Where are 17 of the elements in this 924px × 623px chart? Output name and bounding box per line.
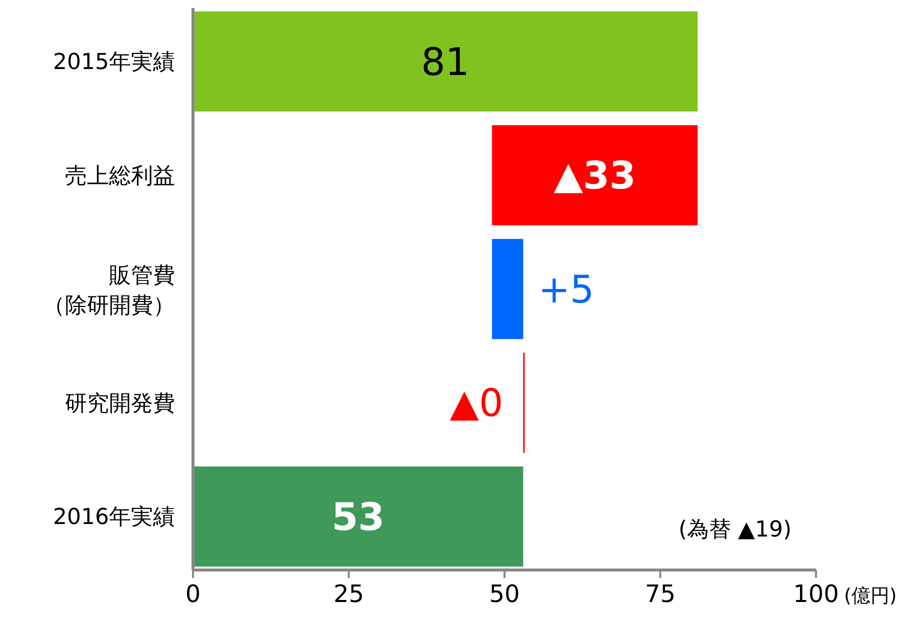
data-label: ▲0 [450,381,504,426]
y-tick-label: 2015年実績 [53,50,175,76]
data-label: ▲33 [554,154,636,198]
data-label: 53 [332,494,385,539]
data-label: +5 [538,267,594,312]
data-label: 81 [421,40,470,84]
x-tick-label: 75 [644,580,676,608]
x-tick-label: 100 [793,580,839,608]
x-tick-label: 50 [489,580,520,608]
y-tick-label: 研究開発費 [65,391,175,416]
y-tick-label: 販管費（除研開費） [43,264,175,319]
x-axis-title: (億円) [844,585,897,607]
y-tick-label: 売上総利益 [65,164,175,189]
y-tick-label: 2016年実績 [53,505,175,530]
x-tick-label: 25 [333,580,364,608]
annotation: (為替 ▲19) [678,518,792,543]
x-tick-label: 0 [185,580,201,608]
